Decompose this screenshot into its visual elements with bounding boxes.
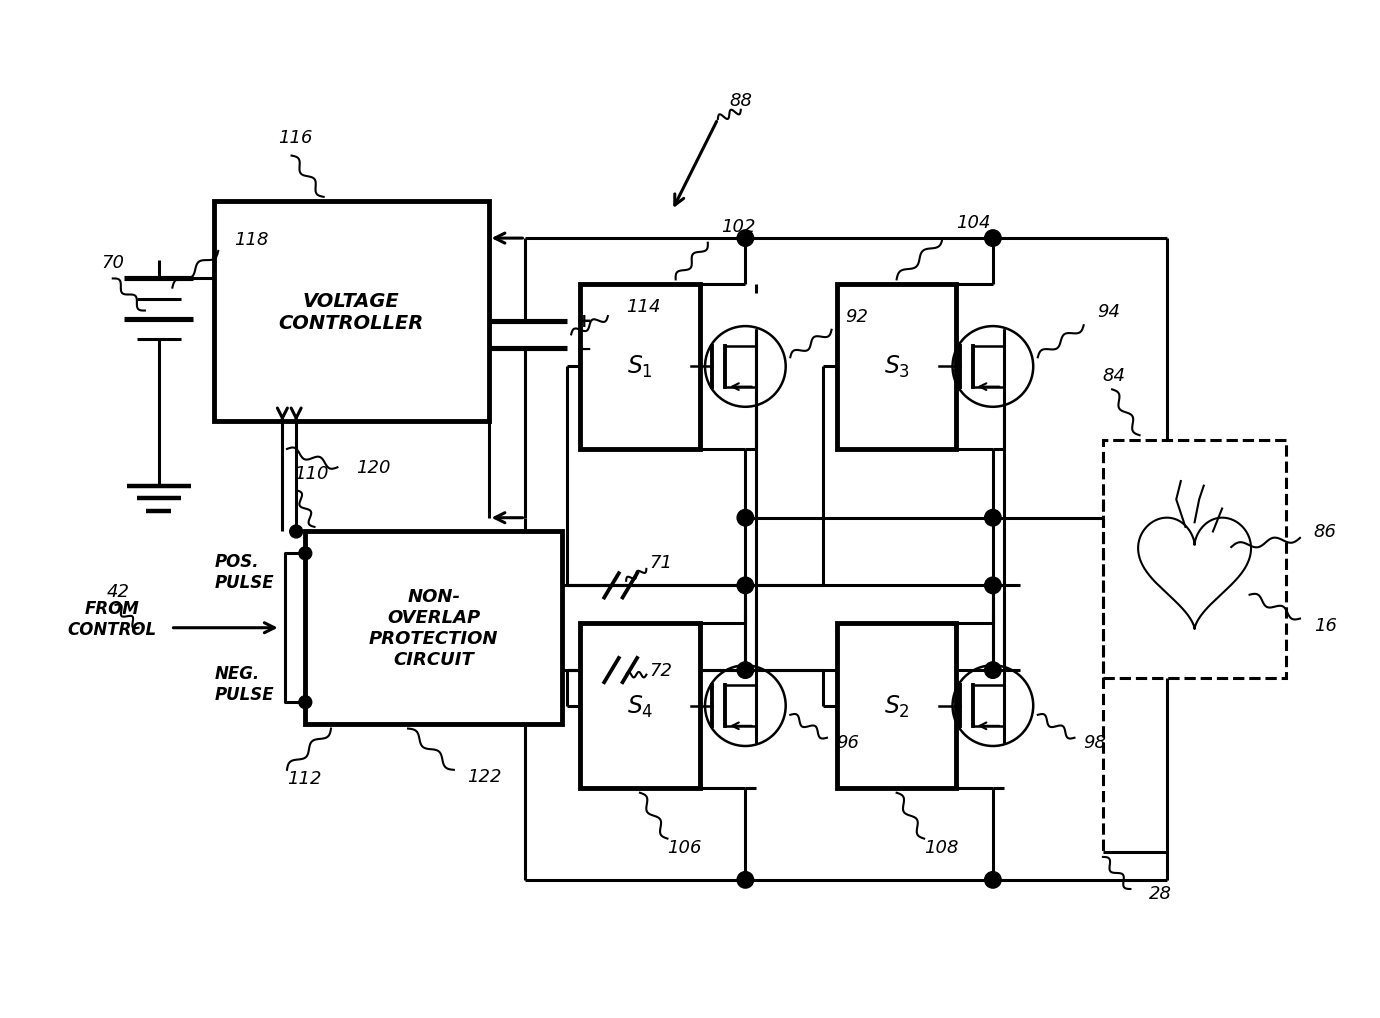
Circle shape [984, 871, 1000, 889]
Text: 84: 84 [1103, 366, 1125, 385]
Circle shape [984, 510, 1000, 526]
Circle shape [298, 696, 312, 709]
Bar [580, 623, 700, 788]
Text: FROM
CONTROL: FROM CONTROL [68, 600, 157, 638]
Circle shape [737, 510, 753, 526]
Text: NON-
OVERLAP
PROTECTION
CIRCUIT: NON- OVERLAP PROTECTION CIRCUIT [368, 588, 498, 668]
Circle shape [298, 548, 312, 560]
Text: VOLTAGE
CONTROLLER: VOLTAGE CONTROLLER [279, 291, 424, 333]
Bar [580, 285, 700, 450]
Circle shape [737, 230, 753, 247]
Text: 42: 42 [106, 582, 130, 600]
Bar [1103, 441, 1286, 678]
Text: 70: 70 [102, 254, 124, 272]
Circle shape [737, 662, 753, 679]
Circle shape [737, 577, 753, 593]
Text: 92: 92 [845, 307, 868, 325]
Text: 86: 86 [1314, 522, 1336, 541]
Text: NEG.
PULSE: NEG. PULSE [214, 665, 275, 703]
Circle shape [984, 662, 1000, 679]
Text: 112: 112 [287, 770, 322, 788]
Text: 110: 110 [294, 465, 328, 483]
Text: 120: 120 [356, 458, 391, 476]
Text: 118: 118 [233, 230, 268, 248]
Text: −: − [575, 339, 592, 358]
Text: 102: 102 [722, 218, 756, 235]
Text: 16: 16 [1314, 617, 1336, 635]
Bar [836, 285, 956, 450]
Text: 94: 94 [1097, 302, 1119, 321]
Text: 71: 71 [649, 554, 672, 571]
Text: $S_4$: $S_4$ [627, 693, 653, 719]
Text: 88: 88 [729, 92, 752, 110]
Text: 28: 28 [1148, 885, 1172, 902]
Text: 114: 114 [627, 298, 661, 316]
Circle shape [984, 577, 1000, 593]
Text: $S_1$: $S_1$ [627, 354, 653, 380]
Text: 98: 98 [1083, 733, 1107, 751]
Text: +: + [575, 312, 592, 331]
Text: 108: 108 [923, 839, 958, 856]
Text: 116: 116 [277, 128, 312, 147]
Bar [214, 203, 489, 422]
Text: 96: 96 [836, 733, 858, 751]
Polygon shape [1137, 518, 1250, 629]
Bar [836, 623, 956, 788]
Text: 72: 72 [649, 661, 672, 679]
Text: $S_3$: $S_3$ [883, 354, 909, 380]
Text: 122: 122 [468, 767, 502, 785]
Text: POS.
PULSE: POS. PULSE [214, 553, 275, 591]
Text: 106: 106 [667, 839, 701, 856]
Circle shape [290, 525, 302, 539]
Text: $S_2$: $S_2$ [883, 693, 909, 719]
Text: 104: 104 [956, 214, 991, 232]
Bar [305, 531, 562, 724]
Circle shape [737, 871, 753, 889]
Circle shape [984, 230, 1000, 247]
